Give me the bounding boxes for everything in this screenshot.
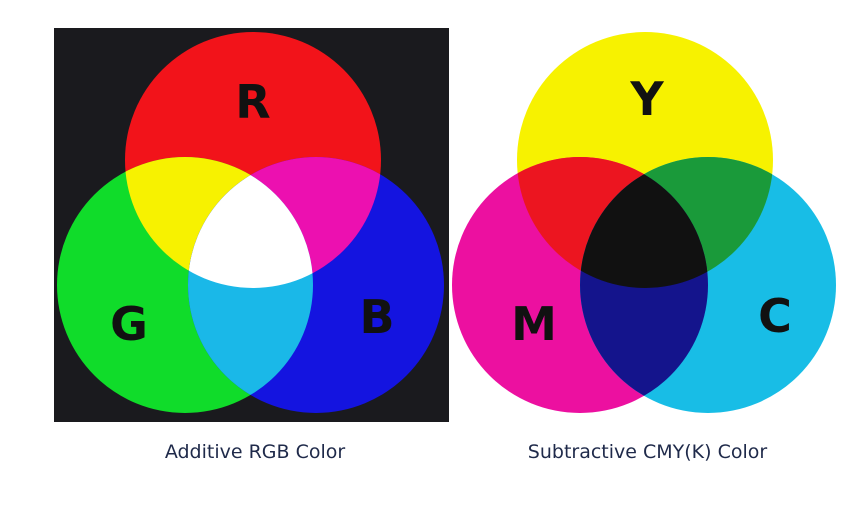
label-y: Y: [629, 72, 664, 126]
label-b: B: [359, 290, 394, 344]
white-center: [188, 157, 313, 288]
additive-caption: Additive RGB Color: [164, 441, 346, 463]
subtractive-caption: Subtractive CMY(K) Color: [527, 441, 768, 463]
label-g: G: [110, 297, 148, 351]
additive-rgb-panel: R G B: [54, 28, 449, 422]
black-center: [580, 157, 708, 288]
subtractive-cmyk-panel: Y M C: [452, 32, 836, 413]
label-c: C: [758, 289, 792, 343]
label-r: R: [235, 75, 270, 129]
label-m: M: [511, 297, 557, 351]
